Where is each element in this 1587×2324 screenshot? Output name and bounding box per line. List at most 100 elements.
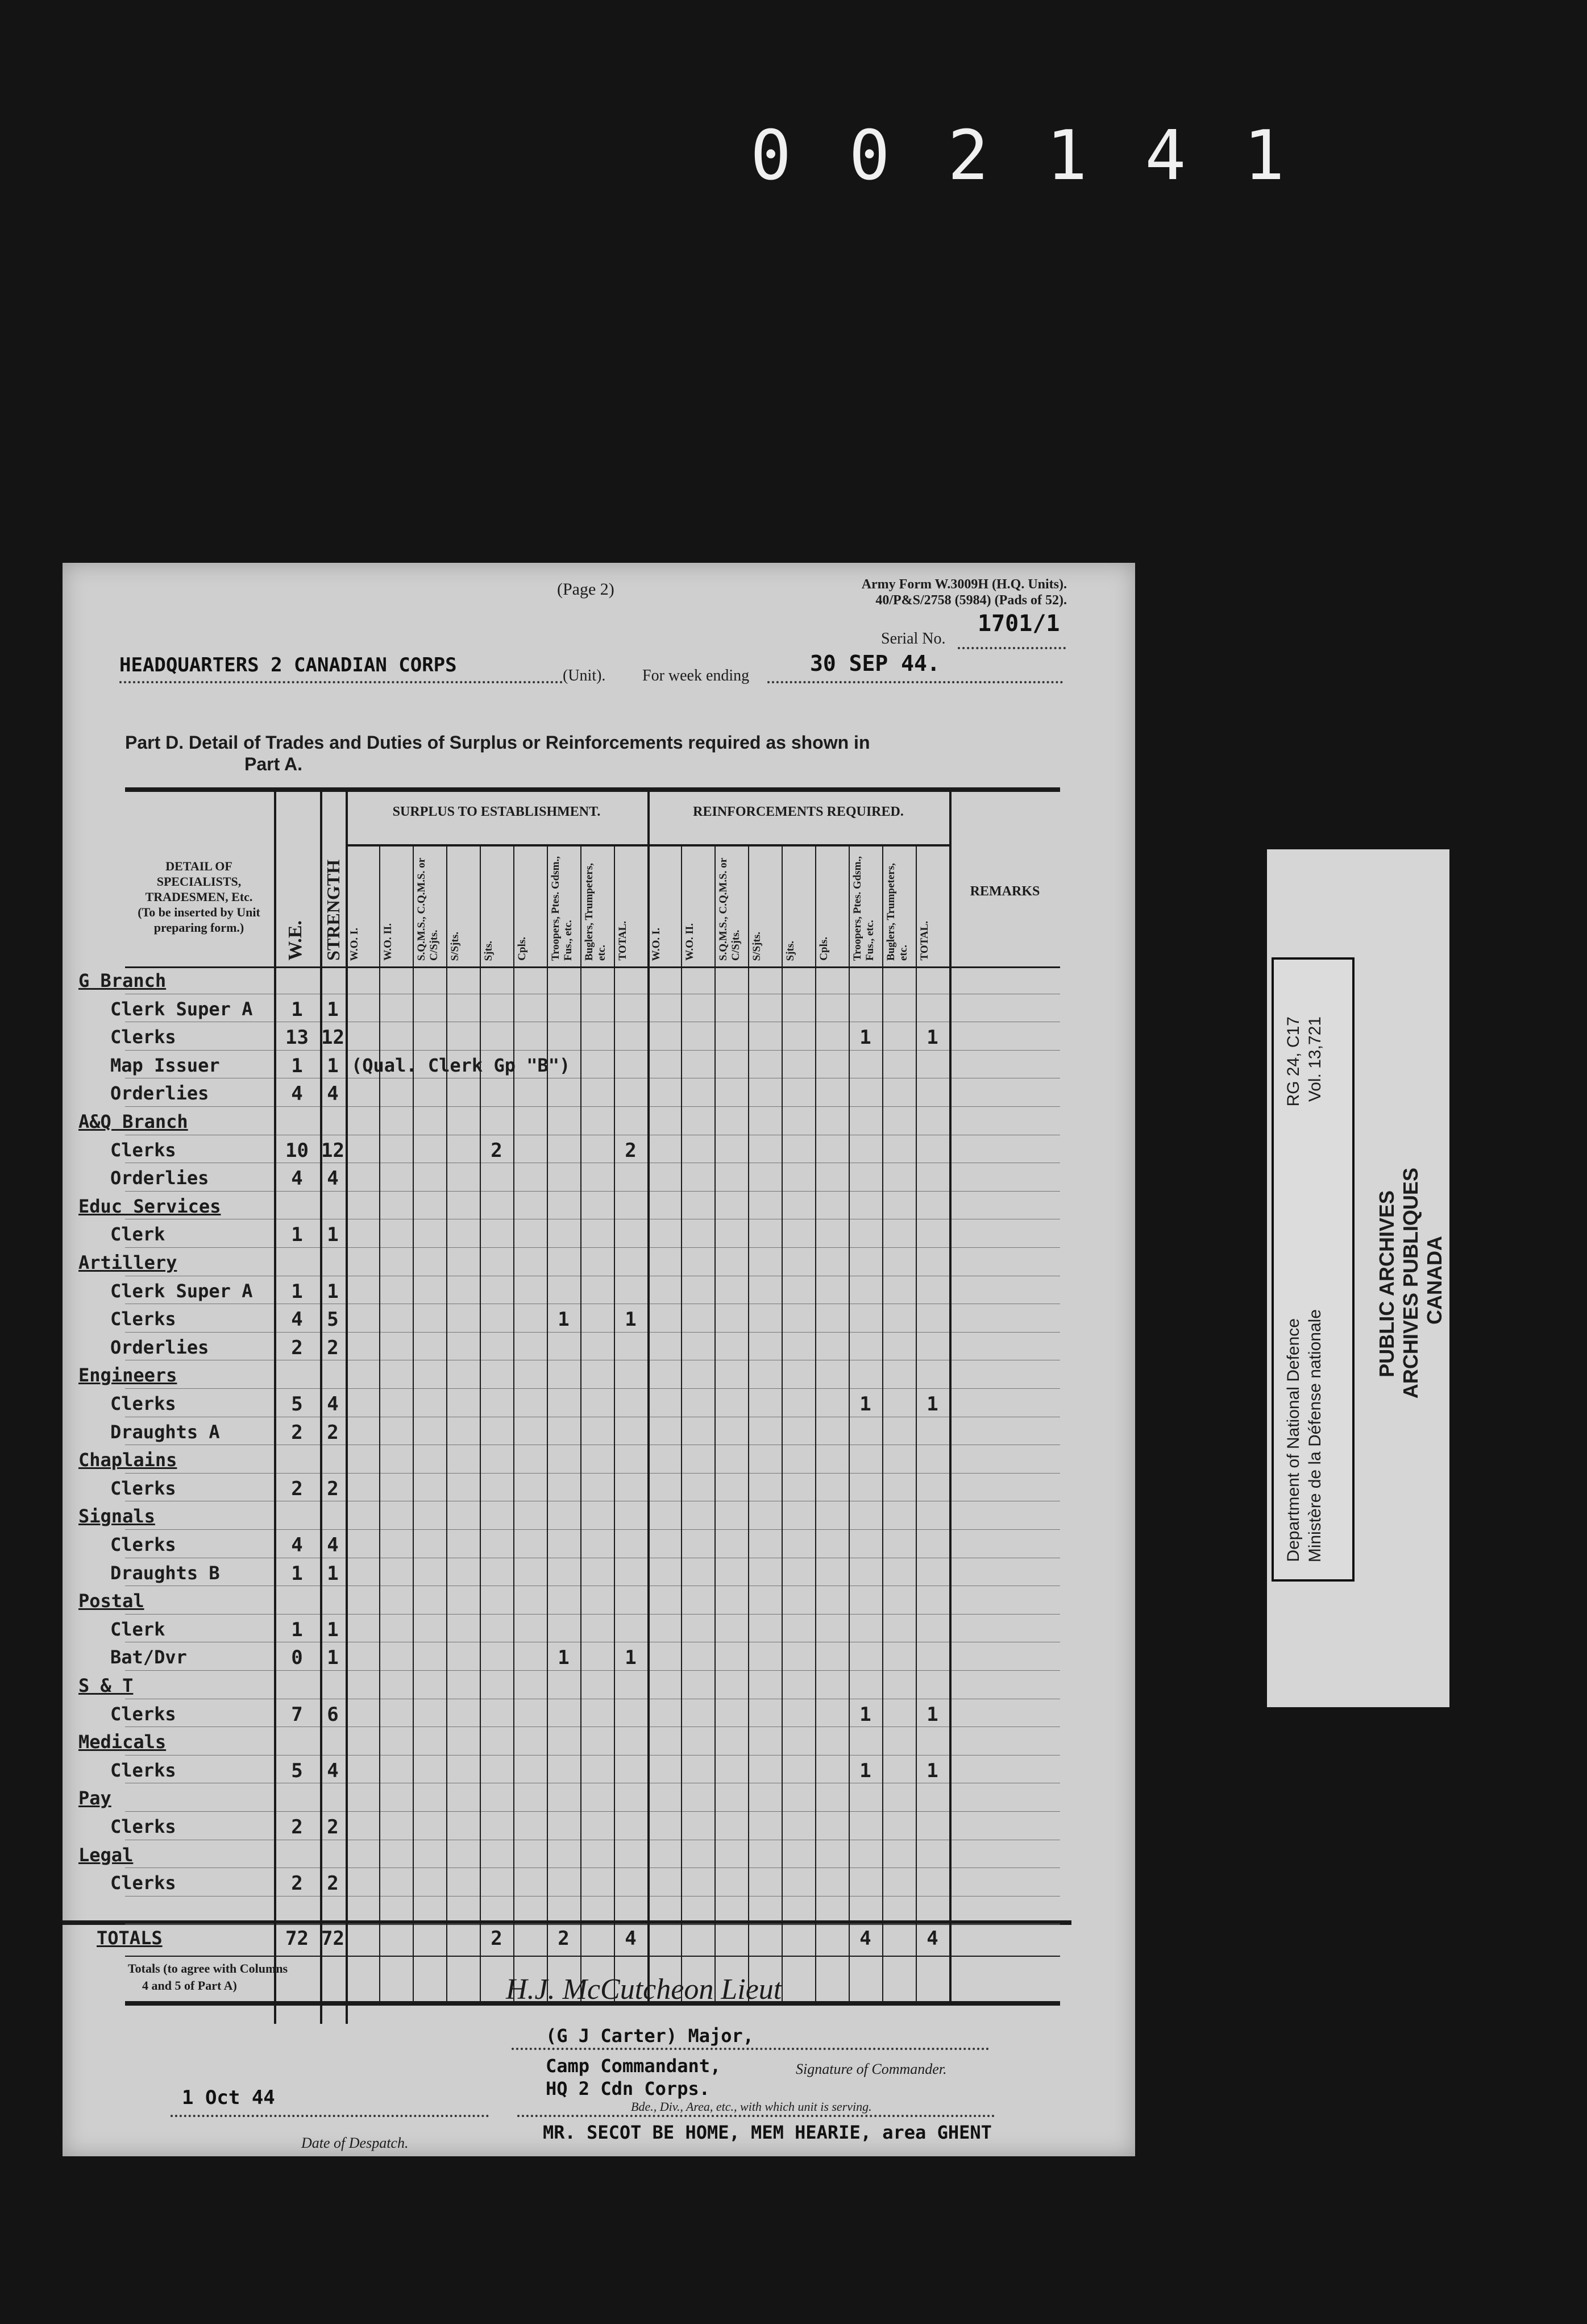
- column-rule: [413, 844, 414, 2001]
- surplus-header: SURPLUS TO ESTABLISHMENT.: [392, 804, 601, 819]
- trade-label: Orderlies: [110, 1167, 209, 1189]
- strength-value: 1: [327, 1223, 339, 1247]
- surplus-subcolumn-header: Cpls.: [516, 937, 528, 961]
- w-e-value: 2: [291, 1872, 303, 1895]
- surplus-subcolumn-header: Sjts.: [483, 940, 495, 961]
- surplus-subcolumn-header: S/Sjts.: [449, 931, 461, 961]
- column-rule: [681, 844, 682, 2001]
- strength-value: 6: [327, 1703, 339, 1726]
- section-heading: A&Q Branch: [78, 1111, 188, 1132]
- volume: Vol. 13,721: [1306, 1016, 1324, 1102]
- dept-fr: Ministère de la Défense nationale: [1306, 1309, 1324, 1562]
- totals-label: TOTALS: [97, 1927, 163, 1949]
- remarks-header: REMARKS: [970, 884, 1040, 899]
- archive-reference-box: Department of National Defence Ministère…: [1272, 957, 1355, 1582]
- detail-header-line: (To be inserted by Unit: [138, 905, 260, 919]
- row-rule: [125, 1670, 1060, 1671]
- frame-digit: 4: [1145, 117, 1186, 196]
- reinf-subcolumn-header: Sjts.: [784, 940, 796, 961]
- w-e-value: 13: [285, 1026, 309, 1049]
- strength-value: 1: [327, 1646, 339, 1670]
- dept-en: Department of National Defence: [1284, 1318, 1303, 1562]
- reinf-subcolumn-header: W.O. I.: [650, 927, 662, 961]
- surplus-value: 1: [558, 1646, 570, 1670]
- column-rule: [513, 844, 514, 2001]
- strength-value: 4: [327, 1393, 339, 1416]
- archives-fr: ARCHIVES PUBLIQUES: [1399, 1168, 1422, 1399]
- trade-label: Clerks: [110, 1026, 176, 1048]
- w-e-value: 0: [291, 1646, 303, 1670]
- despatch-label: Date of Despatch.: [301, 2135, 409, 2151]
- frame-digit: 0: [750, 117, 792, 196]
- surplus-value: 2: [491, 1139, 502, 1162]
- w-e-value: 4: [291, 1534, 303, 1557]
- strength-value: 12: [321, 1026, 344, 1049]
- row-rule: [125, 1956, 1060, 1957]
- w-header: W.E.: [285, 920, 306, 961]
- reinf-subcolumn-header: TOTAL.: [919, 921, 930, 961]
- section-heading: G Branch: [78, 970, 167, 991]
- strength-value: 2: [327, 1336, 339, 1359]
- surplus-value: 4: [625, 1927, 637, 1950]
- section-heading: Medicals: [78, 1731, 167, 1753]
- row-rule: [125, 1331, 1060, 1333]
- w-e-value: 1: [291, 1054, 303, 1077]
- w-e-value: 7: [291, 1703, 303, 1726]
- section-heading: Chaplains: [78, 1449, 177, 1471]
- reinf-value: 1: [859, 1759, 871, 1782]
- unit-value: HEADQUARTERS 2 CANADIAN CORPS: [119, 654, 457, 677]
- trade-label: Clerks: [110, 1872, 176, 1894]
- form-id: Army Form W.3009H (H.Q. Units). 40/P&S/2…: [862, 576, 1067, 608]
- trade-label: Bat/Dvr: [110, 1646, 187, 1669]
- reinf-value: 4: [859, 1927, 871, 1950]
- record-group: RG 24, C17: [1284, 1016, 1303, 1107]
- column-rule: [580, 844, 581, 2001]
- form-id-line: Army Form W.3009H (H.Q. Units).: [861, 577, 1067, 592]
- surplus-subcolumn-header: Buglers, Trumpeters, etc.: [583, 863, 608, 961]
- trade-label: Clerk Super A: [110, 998, 253, 1020]
- strength-value: 4: [327, 1082, 339, 1106]
- part-title-cont: Part A.: [244, 754, 302, 774]
- trade-label: Clerks: [110, 1477, 176, 1499]
- table-top-rule: [125, 787, 1060, 792]
- section-heading: Educ Services: [78, 1195, 221, 1217]
- handwritten-signature: H.J. McCutcheon Lieut: [506, 1973, 782, 2006]
- page-number: (Page 2): [557, 580, 614, 599]
- section-heading: Postal: [78, 1590, 144, 1612]
- surplus-subcolumn-header: W.O. II.: [382, 923, 394, 961]
- despatch-date: 1 Oct 44: [182, 2086, 275, 2109]
- totals-note: 4 and 5 of Part A): [142, 1978, 237, 1993]
- w-e-value: 5: [291, 1393, 303, 1416]
- reinf-value: 1: [927, 1393, 938, 1416]
- surplus-value: 2: [625, 1139, 637, 1162]
- column-rule: [446, 844, 447, 2001]
- w-e-value: 2: [291, 1421, 303, 1444]
- w-e-value: 1: [291, 1223, 303, 1247]
- w-e-value: 4: [291, 1308, 303, 1331]
- column-rule: [748, 844, 749, 2001]
- unit-label: (Unit).: [563, 667, 606, 684]
- strength-value: 2: [327, 1872, 339, 1895]
- surplus-subcolumn-header: W.O. I.: [348, 927, 360, 961]
- week-ending-value: 30 SEP 44.: [810, 651, 940, 676]
- row-rule: [125, 1106, 1060, 1107]
- reinf-subcolumn-header: Troopers, Ptes. Gdsm., Fus., etc.: [851, 856, 876, 961]
- detail-header-line: preparing form.): [153, 920, 244, 935]
- w-e-value: 2: [291, 1477, 303, 1500]
- w-e-value: 5: [291, 1759, 303, 1782]
- w-e-value: 4: [291, 1082, 303, 1106]
- frame-number: 0 0 2 1 4 1: [750, 117, 1285, 196]
- form-id-line: 40/P&S/2758 (5984) (Pads of 52).: [875, 593, 1067, 608]
- w-e-value: 1: [291, 998, 303, 1021]
- frame-digit: 1: [1243, 117, 1285, 196]
- trade-label: Clerks: [110, 1534, 176, 1555]
- column-rule: [320, 787, 322, 2024]
- strength-value: 4: [327, 1534, 339, 1557]
- signature-label: Signature of Commander.: [796, 2061, 947, 2077]
- strength-header: STRENGTH: [323, 860, 343, 961]
- signer-unit: HQ 2 Cdn Corps.: [546, 2078, 710, 2099]
- column-rule: [849, 844, 850, 2001]
- surplus-value: 1: [625, 1646, 637, 1670]
- column-rule: [379, 844, 380, 2001]
- column-rule: [916, 844, 917, 2001]
